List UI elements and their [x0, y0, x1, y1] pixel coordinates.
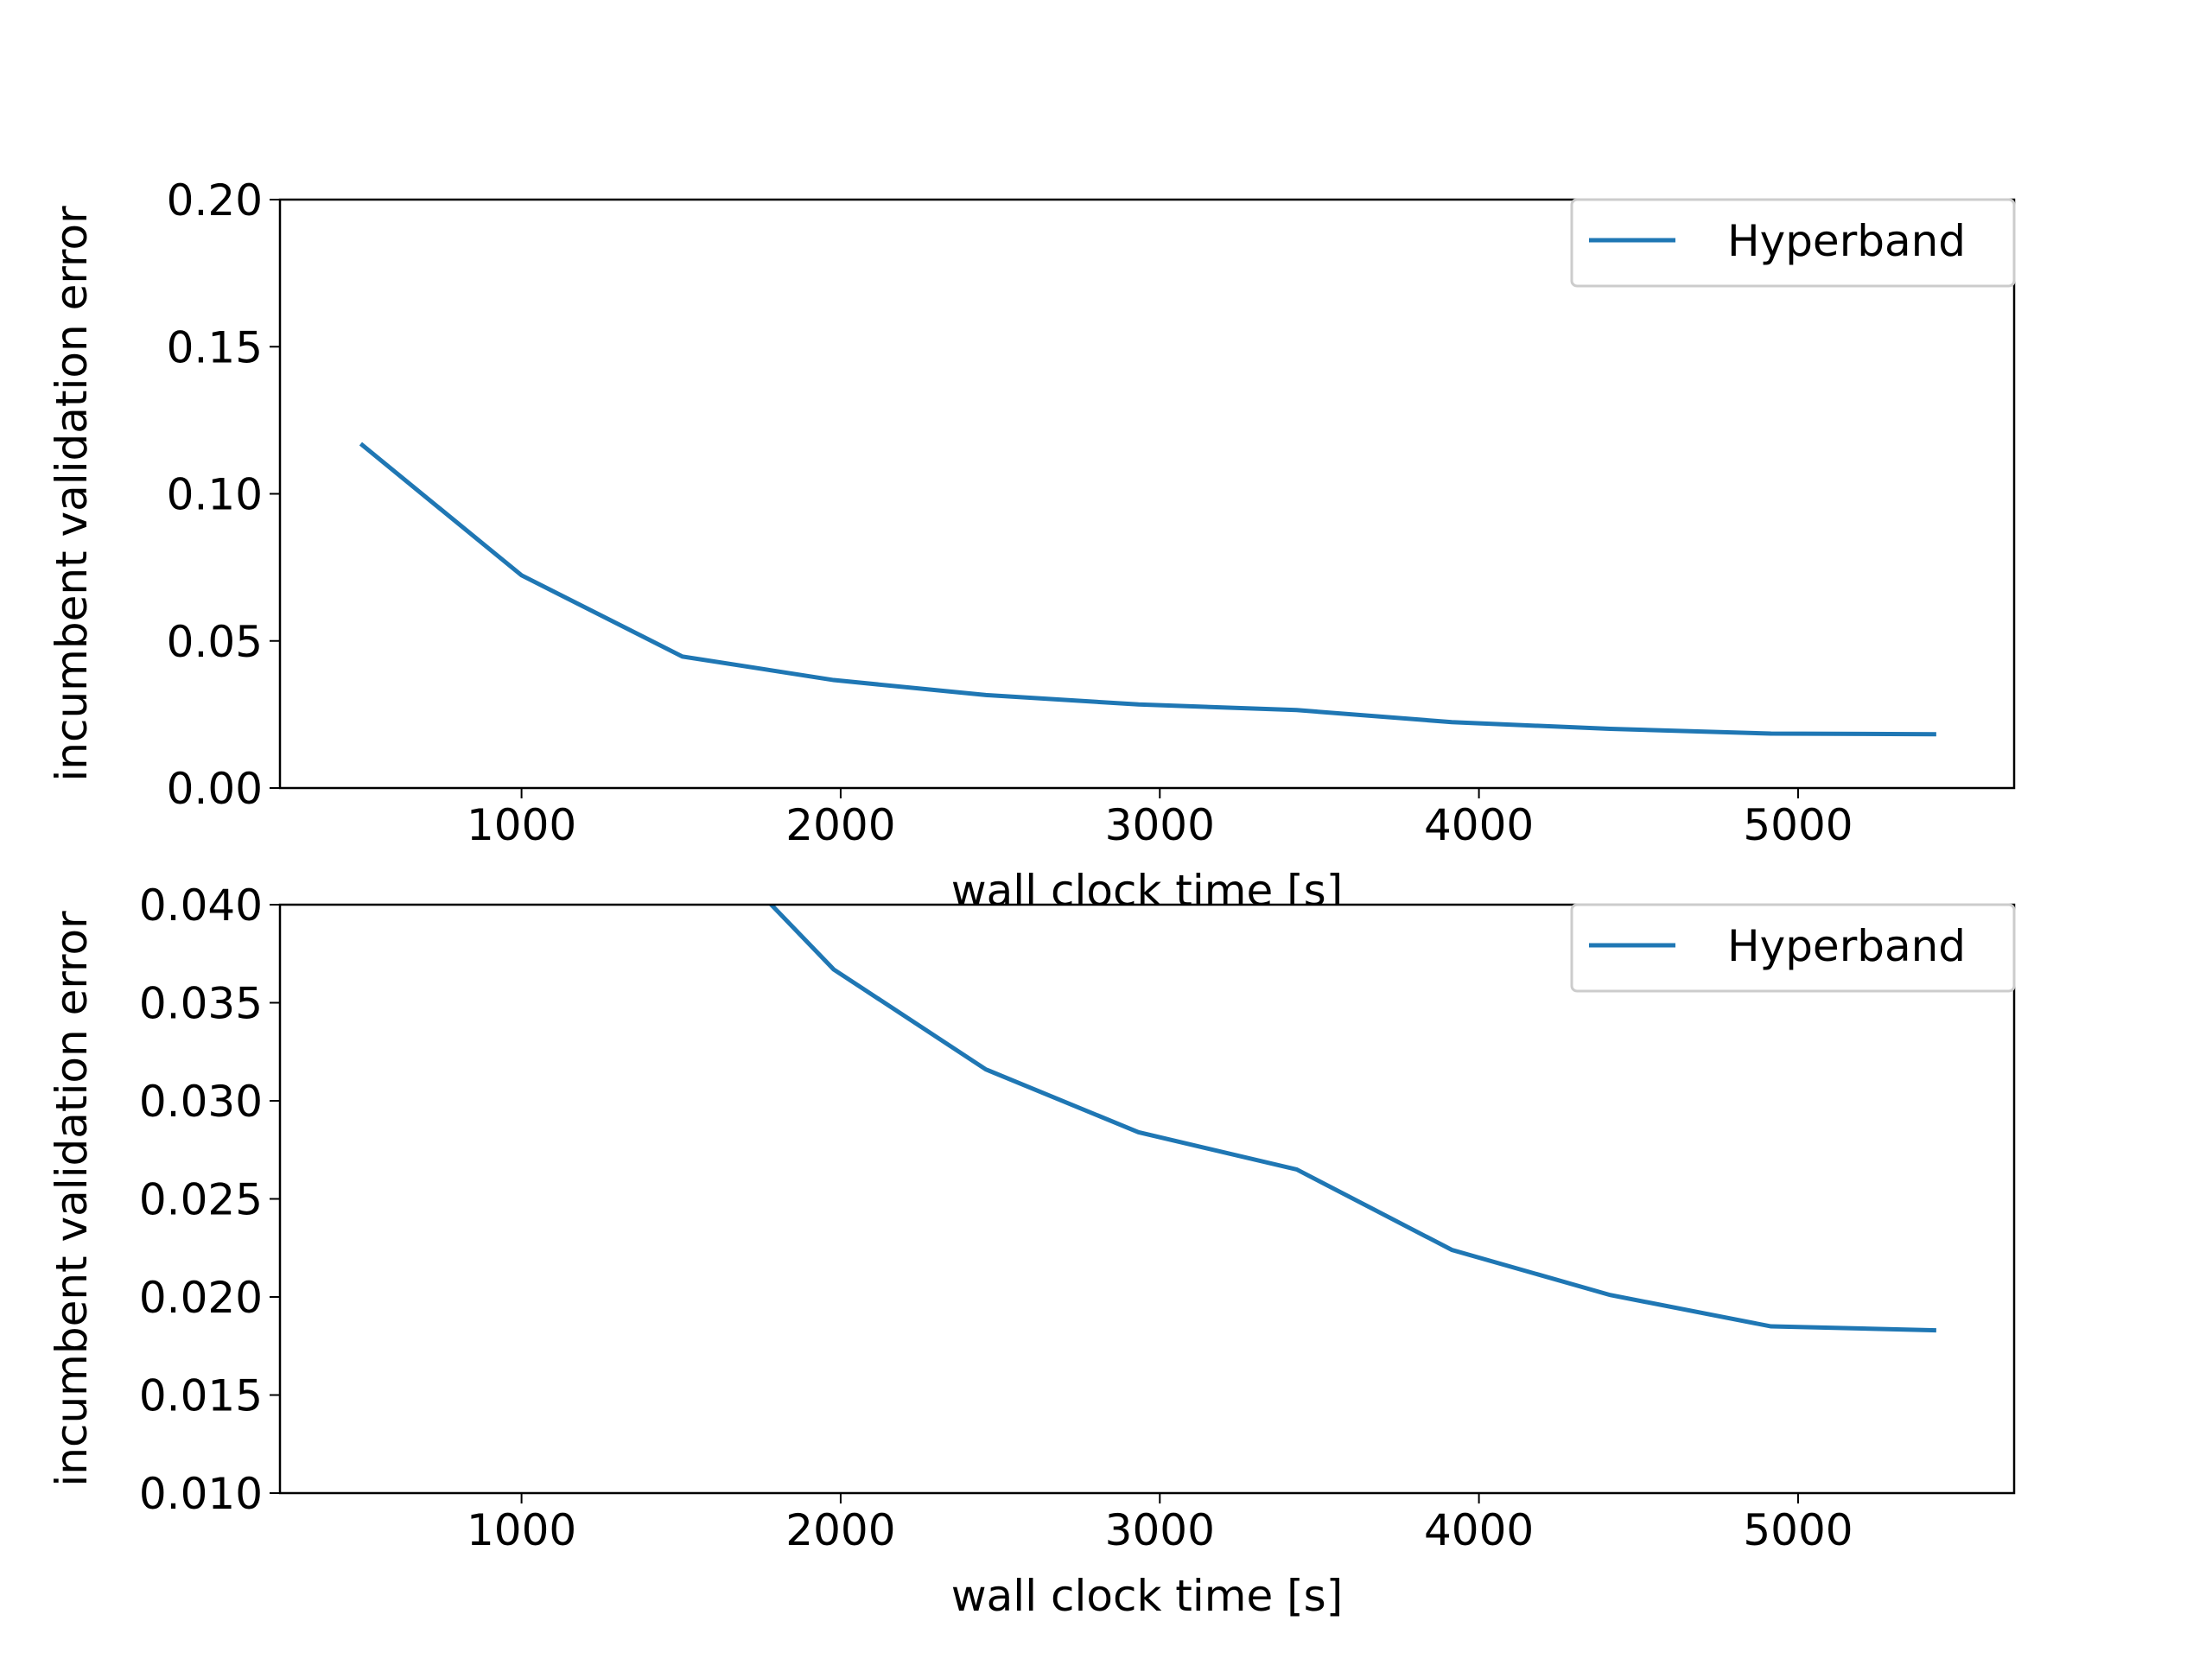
- y-tick-label: 0.00: [167, 764, 263, 814]
- y-tick-label: 0.015: [139, 1371, 263, 1421]
- x-axis-label: wall clock time [s]: [951, 1571, 1343, 1621]
- x-tick-label: 3000: [1105, 800, 1215, 850]
- x-tick-label: 4000: [1424, 1505, 1534, 1555]
- y-axis-label: incumbent validation error: [47, 911, 97, 1487]
- y-tick-label: 0.05: [167, 617, 263, 667]
- axes-frame: [278, 903, 2016, 1495]
- legend-box: [1570, 198, 2016, 288]
- x-tick-label: 1000: [467, 1505, 576, 1555]
- x-tick-label: 2000: [785, 800, 895, 850]
- data-line: [768, 905, 1936, 1333]
- y-tick-label: 0.010: [139, 1469, 263, 1519]
- x-tick-label: 3000: [1105, 1505, 1215, 1555]
- plot-area: [768, 905, 1936, 1333]
- plot-background: [280, 905, 2014, 1493]
- y-tick-label: 0.15: [167, 322, 263, 372]
- legend-label: Hyperband: [1727, 921, 1966, 971]
- axes-frame: [278, 198, 2016, 790]
- y-tick-label: 0.040: [139, 880, 263, 931]
- y-axis-label: incumbent validation error: [47, 206, 97, 782]
- x-tick-label: 2000: [785, 1505, 895, 1555]
- legend-box: [1570, 903, 2016, 993]
- y-tick-label: 0.10: [167, 470, 263, 520]
- y-tick-label: 0.020: [139, 1273, 263, 1323]
- plot-area: [359, 442, 1936, 737]
- x-tick-label: 1000: [467, 800, 576, 850]
- data-line: [359, 442, 1936, 737]
- plot-background: [280, 200, 2014, 788]
- x-tick-label: 5000: [1743, 1505, 1853, 1555]
- x-tick-label: 4000: [1424, 800, 1534, 850]
- y-tick-label: 0.025: [139, 1175, 263, 1225]
- legend-label: Hyperband: [1727, 216, 1966, 266]
- x-tick-label: 5000: [1743, 800, 1853, 850]
- y-tick-label: 0.20: [167, 175, 263, 226]
- y-tick-label: 0.030: [139, 1077, 263, 1127]
- y-tick-label: 0.035: [139, 979, 263, 1029]
